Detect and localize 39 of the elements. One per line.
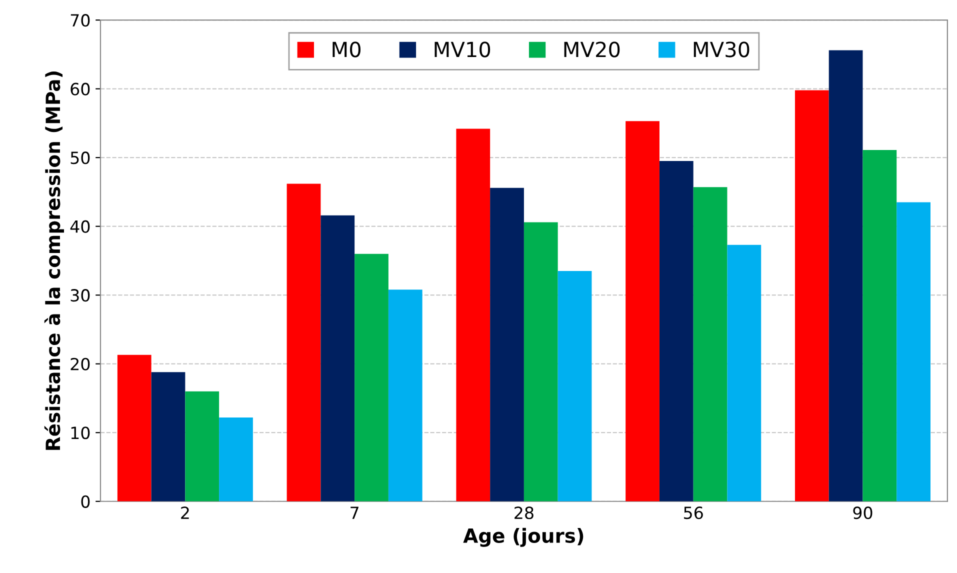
bar xyxy=(626,121,660,502)
bar xyxy=(185,391,220,502)
x-tick-label: 28 xyxy=(514,506,534,520)
y-axis-title: Résistance à la compression (MPa) xyxy=(44,72,64,450)
legend-label: MV10 xyxy=(434,42,490,58)
y-tick-label: 40 xyxy=(70,220,90,233)
bar xyxy=(659,161,694,502)
x-tick-label: 56 xyxy=(684,506,703,520)
bar xyxy=(117,354,152,502)
y-tick-label: 60 xyxy=(70,82,90,96)
bar xyxy=(286,184,321,502)
bar xyxy=(693,187,728,502)
y-tick-label: 50 xyxy=(70,152,90,164)
bar xyxy=(828,50,863,502)
bar xyxy=(896,202,930,502)
bar xyxy=(320,215,355,502)
x-tick-label: 90 xyxy=(853,506,872,520)
x-tick-label: 7 xyxy=(350,506,358,519)
legend-label: MV30 xyxy=(694,42,750,58)
bar xyxy=(456,128,490,502)
bar xyxy=(794,90,829,502)
bar xyxy=(558,271,592,502)
x-tick-label: 2 xyxy=(181,506,189,519)
y-tick-label: 70 xyxy=(70,14,90,27)
legend-label: MV20 xyxy=(564,42,620,58)
bar xyxy=(388,290,422,502)
bar xyxy=(727,244,762,502)
bar xyxy=(524,222,558,502)
legend-label: M0 xyxy=(332,42,360,58)
y-tick-label: 20 xyxy=(70,358,90,370)
y-tick-label: 0 xyxy=(81,495,90,508)
bar xyxy=(354,254,388,502)
bar xyxy=(490,188,524,502)
y-tick-label: 30 xyxy=(70,289,90,302)
bar xyxy=(151,372,186,502)
x-axis-title: Age (jours) xyxy=(463,528,584,547)
bar xyxy=(219,417,253,502)
bar xyxy=(862,150,897,502)
y-tick-label: 10 xyxy=(71,426,90,440)
